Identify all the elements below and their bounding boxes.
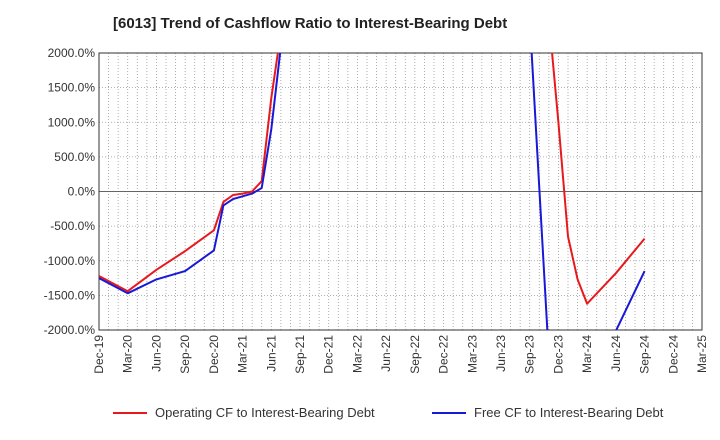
series-line-free-cf: [99, 53, 646, 330]
x-tick-label: Mar-23: [465, 335, 479, 373]
x-tick-label: Dec-20: [207, 335, 221, 374]
x-tick-label: Mar-20: [121, 335, 135, 373]
x-tick-label: Dec-19: [92, 335, 106, 374]
x-tick-label: Dec-23: [551, 335, 565, 374]
x-tick-label: Sep-24: [638, 335, 652, 374]
legend-swatch-operating-cf: [113, 411, 147, 414]
legend-label-free-cf: Free CF to Interest-Bearing Debt: [474, 405, 664, 420]
x-tick-label: Jun-23: [494, 335, 508, 372]
plot-border: [98, 52, 703, 331]
x-tick-label: Sep-21: [293, 335, 307, 374]
x-tick-label: Jun-20: [149, 335, 163, 372]
y-tick-label: 500.0%: [54, 150, 95, 164]
x-tick-label: Mar-21: [236, 335, 250, 373]
x-tick-label: Dec-24: [666, 335, 680, 374]
series-group: [99, 53, 646, 330]
series-line-operating-cf: [99, 53, 646, 305]
legend-swatch-free-cf: [432, 411, 466, 414]
y-tick-label: 1000.0%: [48, 115, 96, 129]
chart-title: [6013] Trend of Cashflow Ratio to Intere…: [113, 15, 508, 32]
x-tick-label: Dec-22: [437, 335, 451, 374]
x-tick-label: Jun-24: [609, 335, 623, 372]
x-tick-label: Jun-21: [264, 335, 278, 372]
y-tick-label: -1000.0%: [44, 254, 96, 268]
x-tick-label: Dec-21: [322, 335, 336, 374]
x-tick-label: Sep-20: [178, 335, 192, 374]
legend-label-operating-cf: Operating CF to Interest-Bearing Debt: [155, 405, 375, 420]
y-tick-label: 0.0%: [68, 185, 96, 199]
y-tick-label: -1500.0%: [44, 288, 96, 302]
y-tick-label: -500.0%: [50, 219, 95, 233]
y-tick-label: 2000.0%: [48, 46, 96, 60]
legend-item-operating-cf: Operating CF to Interest-Bearing Debt: [113, 405, 375, 420]
y-tick-label: -2000.0%: [44, 323, 96, 337]
legend-item-free-cf: Free CF to Interest-Bearing Debt: [432, 405, 663, 420]
x-tick-label: Mar-24: [580, 335, 594, 373]
legend: Operating CF to Interest-Bearing Debt Fr…: [0, 405, 720, 427]
x-tick-label: Mar-22: [350, 335, 364, 373]
x-tick-label: Sep-22: [408, 335, 422, 374]
y-tick-label: 1500.0%: [48, 81, 96, 95]
x-tick-label: Sep-23: [523, 335, 537, 374]
x-tick-label: Jun-22: [379, 335, 393, 372]
x-tick-label: Mar-25: [695, 335, 709, 373]
